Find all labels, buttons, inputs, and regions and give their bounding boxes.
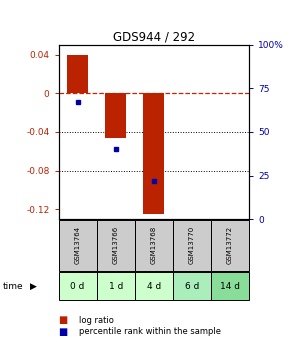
Text: 0 d: 0 d [70, 282, 85, 290]
Bar [59, 220, 97, 271]
Bar [211, 272, 249, 300]
Bar [211, 220, 249, 271]
Bar [97, 220, 135, 271]
Bar [97, 272, 135, 300]
Text: 14 d: 14 d [220, 282, 240, 290]
Text: log ratio: log ratio [79, 316, 114, 325]
Bar [173, 272, 211, 300]
Text: GSM13772: GSM13772 [227, 226, 233, 264]
Bar [135, 220, 173, 271]
Text: ■: ■ [59, 315, 68, 325]
Bar [67, 55, 88, 93]
Bar [135, 272, 173, 300]
Text: percentile rank within the sample: percentile rank within the sample [79, 327, 221, 336]
Text: time: time [3, 282, 23, 290]
Text: ▶: ▶ [30, 282, 37, 290]
Bar [143, 93, 164, 214]
Bar [105, 93, 126, 138]
Text: 4 d: 4 d [147, 282, 161, 290]
Text: GSM13770: GSM13770 [189, 226, 195, 264]
Bar [173, 220, 211, 271]
Text: ■: ■ [59, 327, 68, 337]
Bar [59, 272, 97, 300]
Text: 1 d: 1 d [108, 282, 123, 290]
Title: GDS944 / 292: GDS944 / 292 [113, 31, 195, 44]
Text: GSM13764: GSM13764 [75, 226, 81, 264]
Text: 6 d: 6 d [185, 282, 199, 290]
Text: GSM13768: GSM13768 [151, 226, 157, 264]
Text: GSM13766: GSM13766 [113, 226, 119, 264]
